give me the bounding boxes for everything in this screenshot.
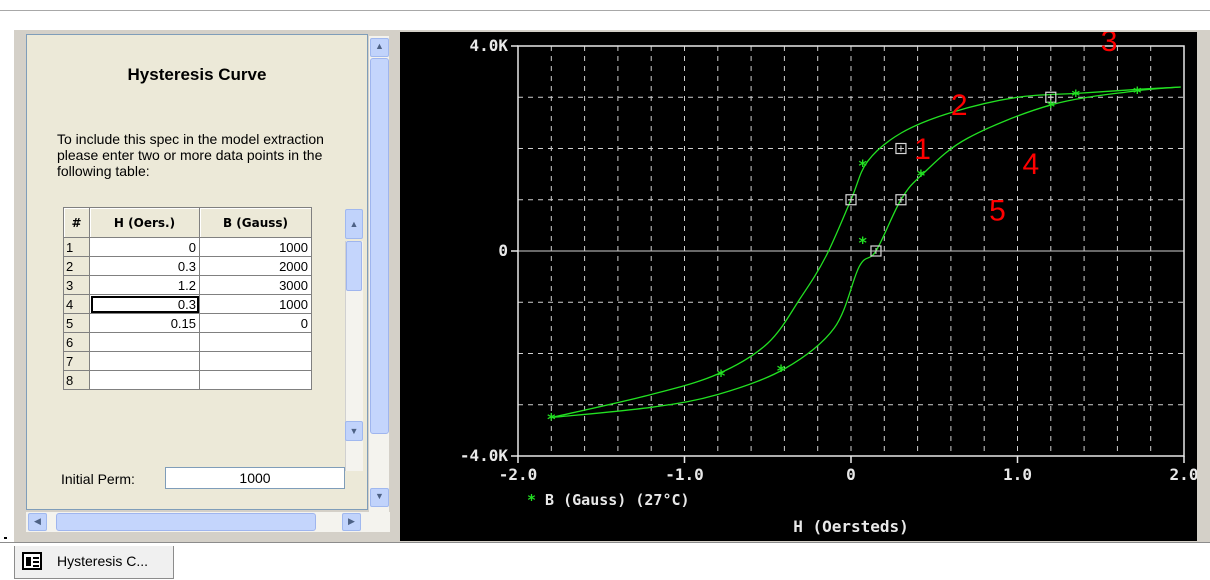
sample-point-star: * — [858, 156, 868, 175]
col-header-h[interactable]: H (Oers.) — [89, 207, 200, 238]
table-scroll-track[interactable] — [345, 241, 363, 471]
row-index: 4 — [63, 294, 90, 314]
table-scroll-up-button[interactable]: ▲ — [345, 209, 363, 239]
data-point-square — [845, 194, 857, 206]
panel-scroll-left-button[interactable]: ◀ — [28, 513, 47, 531]
col-header-index[interactable]: # — [63, 207, 90, 238]
legend-entry: * B (Gauss) (27°C) — [527, 491, 690, 509]
sample-point-star: * — [1071, 86, 1081, 105]
b-cell[interactable]: 3000 — [199, 275, 312, 295]
annotation-number: 1 — [914, 133, 931, 166]
h-cell[interactable] — [89, 332, 200, 352]
data-point-square — [1045, 91, 1057, 103]
annotation-number: 5 — [989, 194, 1006, 227]
curve-lower-branch — [551, 86, 1181, 419]
x-tick-label: -2.0 — [499, 465, 538, 484]
table-row: 2 0.3 2000 — [63, 256, 312, 276]
annotation-number: 2 — [951, 89, 968, 122]
data-point-table: # H (Oers.) B (Gauss) 1 0 1000 2 0.3 200… — [63, 207, 312, 390]
row-index: 3 — [63, 275, 90, 295]
h-cell[interactable]: 0.3 — [89, 256, 200, 276]
row-index: 8 — [63, 370, 90, 390]
sample-point-star: * — [716, 366, 726, 385]
panel-vertical-scroll-thumb[interactable] — [370, 58, 389, 434]
h-cell[interactable]: 0 — [89, 237, 200, 257]
panel-scroll-down-button[interactable]: ▼ — [370, 488, 389, 507]
table-row: 5 0.15 0 — [63, 313, 312, 333]
sample-point-star: * — [916, 166, 926, 185]
curve-upper-branch — [551, 86, 1181, 419]
b-cell[interactable]: 1000 — [199, 294, 312, 314]
tab-label: Hysteresis C... — [57, 553, 149, 569]
table-row: 4 0.3 1000 — [63, 294, 312, 314]
data-point-square — [870, 245, 882, 257]
window-top-border — [0, 10, 1210, 11]
b-cell[interactable]: 2000 — [199, 256, 312, 276]
b-cell[interactable]: 1000 — [199, 237, 312, 257]
tab-hysteresis[interactable]: Hysteresis C... — [14, 546, 174, 579]
annotation-number: 4 — [1022, 148, 1039, 181]
chart-svg: -2.0 -1.0 0 1.0 2.04.0K0-4.0K** ****** *12345*… — [460, 32, 1197, 536]
initial-perm-input[interactable]: 1000 — [165, 467, 345, 489]
sample-point-star: * — [776, 361, 786, 380]
row-index: 2 — [63, 256, 90, 276]
h-cell[interactable]: 0.15 — [89, 313, 200, 333]
sample-point-star: * — [1046, 97, 1056, 116]
hysteresis-chart: -2.0 -1.0 0 1.0 2.0 4.0K 0 -4.0K * * * * * * * * * 1 2 3 4 5 *… — [400, 32, 1197, 541]
h-cell[interactable] — [89, 351, 200, 371]
tab-strip-marker — [4, 537, 7, 539]
y-tick-label: -4.0K — [460, 446, 509, 465]
sample-point-star: * — [858, 233, 868, 252]
col-header-b[interactable]: B (Gauss) — [199, 207, 312, 238]
row-index: 6 — [63, 332, 90, 352]
sample-point-star: * — [1133, 83, 1143, 102]
table-row: 7 — [63, 351, 312, 371]
x-tick-label: 2.0 — [1170, 465, 1197, 484]
table-row: 1 0 1000 — [63, 237, 312, 257]
tab-strip — [0, 542, 1210, 580]
panel-description: To include this spec in the model extrac… — [57, 131, 324, 179]
annotation-number: 3 — [1101, 32, 1118, 58]
y-tick-label: 4.0K — [469, 36, 508, 55]
x-tick-label: 0 — [846, 465, 856, 484]
document-icon — [22, 552, 42, 570]
y-tick-label: 0 — [498, 241, 508, 260]
table-row: 8 — [63, 370, 312, 390]
panel-scroll-up-button[interactable]: ▲ — [370, 38, 389, 57]
b-cell[interactable] — [199, 351, 312, 371]
panel-title: Hysteresis Curve — [127, 65, 267, 84]
panel-scroll-right-button[interactable]: ▶ — [342, 513, 361, 531]
x-tick-label: 1.0 — [1003, 465, 1032, 484]
b-cell[interactable] — [199, 332, 312, 352]
table-scroll-down-button[interactable]: ▼ — [345, 421, 363, 441]
data-point-square — [895, 142, 907, 155]
panel-horizontal-scroll-thumb[interactable] — [56, 513, 316, 531]
x-axis-label: H (Oersteds) — [793, 517, 909, 536]
row-index: 1 — [63, 237, 90, 257]
x-tick-label: -1.0 — [665, 465, 704, 484]
spec-panel: Hysteresis Curve To include this spec in… — [26, 34, 368, 510]
table-row: 6 — [63, 332, 312, 352]
h-cell-selected[interactable]: 0.3 — [89, 294, 200, 314]
h-cell[interactable] — [89, 370, 200, 390]
b-cell[interactable] — [199, 370, 312, 390]
data-point-square — [895, 194, 907, 206]
row-index: 5 — [63, 313, 90, 333]
table-scroll-thumb[interactable] — [346, 241, 362, 291]
b-cell[interactable]: 0 — [199, 313, 312, 333]
table-row: 3 1.2 3000 — [63, 275, 312, 295]
h-cell[interactable]: 1.2 — [89, 275, 200, 295]
initial-perm-label: Initial Perm: — [61, 471, 135, 487]
sample-point-star: * — [546, 410, 556, 429]
row-index: 7 — [63, 351, 90, 371]
